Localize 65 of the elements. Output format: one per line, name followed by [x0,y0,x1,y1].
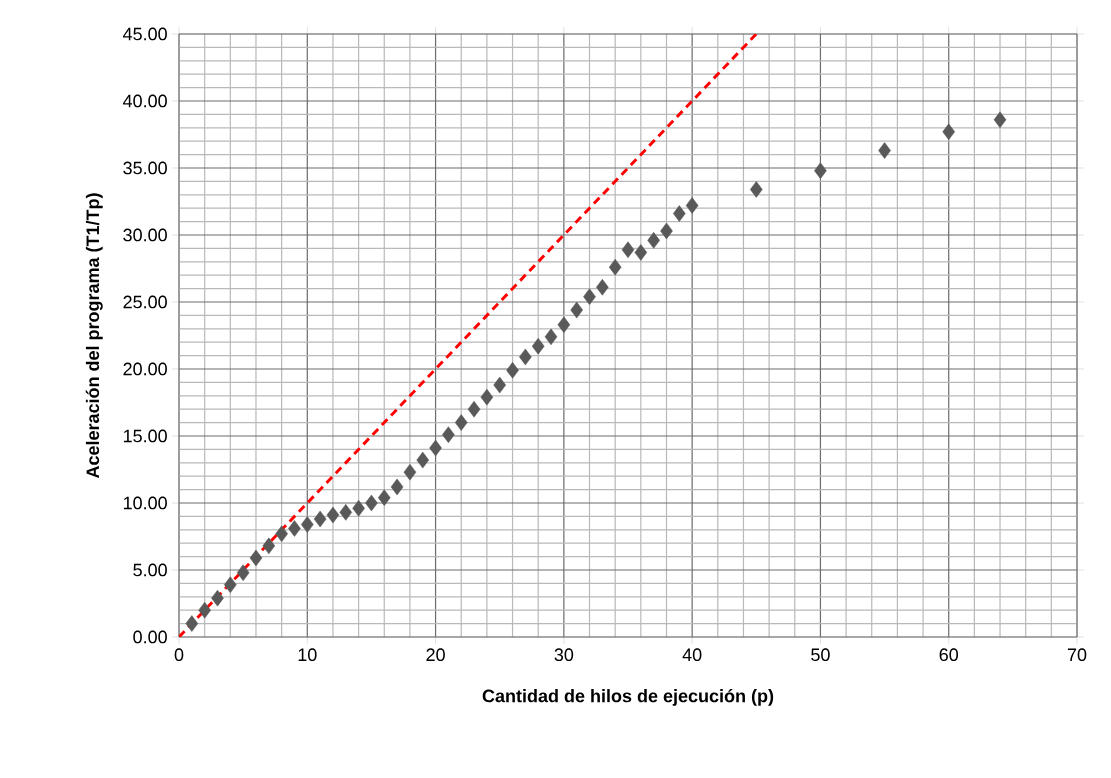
y-axis-title: Aceleración del programa (T1/Tp) [85,193,103,479]
x-tick-label: 30 [554,648,574,662]
point [493,376,506,394]
x-tick-label: 10 [298,648,317,662]
point [608,258,622,276]
y-tick-label: 35.00 [123,161,167,175]
x-tick-label: 60 [939,648,959,662]
x-tick-label: 20 [426,648,445,662]
y-tick-label: 45.00 [123,27,167,41]
point [673,205,686,222]
point [275,525,288,543]
point [339,504,353,521]
point [685,197,699,214]
y-tick-label: 15.00 [123,429,167,443]
point [236,564,250,581]
point [570,301,583,319]
point [544,328,558,346]
point [750,181,763,198]
y-tick-label: 20.00 [123,362,167,376]
point [814,162,827,179]
point [647,232,660,249]
point [211,589,224,607]
point [519,348,532,366]
y-tick-label: 10.00 [123,496,167,510]
point [480,388,494,406]
point [377,489,391,506]
x-tick-label: 40 [682,648,702,662]
point [506,362,519,379]
point [596,278,609,296]
y-tick-label: 30.00 [123,228,167,242]
point [365,494,378,512]
point [198,601,211,619]
point [288,520,301,537]
x-tick-label: 0 [174,648,184,662]
y-tick-label: 0.00 [133,630,167,644]
point [352,500,365,517]
point [249,549,263,567]
point [185,615,199,632]
point [454,414,468,431]
y-tick-label: 5.00 [133,563,167,577]
point [660,222,673,240]
point [878,142,891,159]
point [326,506,340,524]
point [313,510,327,528]
point [531,337,545,355]
point [429,439,442,457]
point [390,478,404,496]
point [621,241,635,258]
point [634,244,648,261]
point [557,316,571,334]
point [442,426,455,443]
point [583,288,596,305]
x-tick-label: 50 [811,648,830,662]
x-axis-title: Cantidad de hilos de ejecución (p) [482,688,774,706]
point [467,400,481,418]
point [403,463,417,481]
point [942,123,955,141]
point [416,451,430,469]
y-tick-label: 40.00 [123,94,167,108]
x-tick-label: 70 [1067,648,1087,662]
point [224,576,237,593]
point [993,111,1007,129]
point [262,537,276,555]
y-tick-label: 25.00 [123,295,167,309]
point [301,516,314,533]
